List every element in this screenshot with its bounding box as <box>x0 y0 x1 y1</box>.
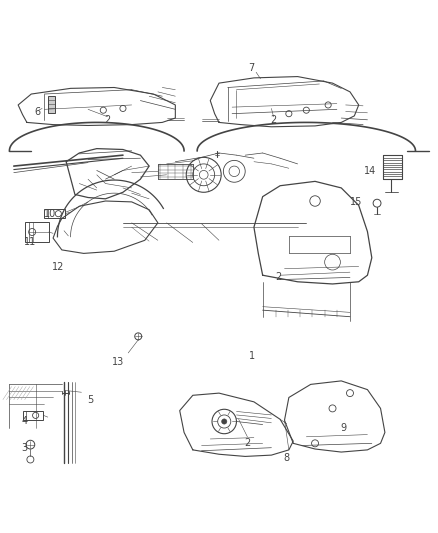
Text: 4: 4 <box>21 416 28 426</box>
Text: 1: 1 <box>249 351 255 361</box>
FancyBboxPatch shape <box>44 209 65 219</box>
Text: 15: 15 <box>350 197 363 207</box>
Text: 2: 2 <box>270 115 277 125</box>
FancyBboxPatch shape <box>22 410 43 420</box>
Text: 10: 10 <box>43 209 56 219</box>
Text: 14: 14 <box>364 166 376 176</box>
Text: 2: 2 <box>244 438 251 448</box>
Text: 8: 8 <box>284 453 290 463</box>
Text: 12: 12 <box>52 262 64 271</box>
Text: 13: 13 <box>112 357 124 367</box>
Text: 2: 2 <box>275 272 281 282</box>
Text: 7: 7 <box>249 63 255 73</box>
Circle shape <box>222 419 227 424</box>
Text: 9: 9 <box>340 423 346 433</box>
FancyBboxPatch shape <box>25 222 49 243</box>
Text: 3: 3 <box>21 443 28 453</box>
Text: 11: 11 <box>24 238 36 247</box>
Text: 2: 2 <box>105 115 111 125</box>
Text: 5: 5 <box>87 394 93 405</box>
FancyBboxPatch shape <box>48 96 55 113</box>
Text: 6: 6 <box>35 107 41 117</box>
